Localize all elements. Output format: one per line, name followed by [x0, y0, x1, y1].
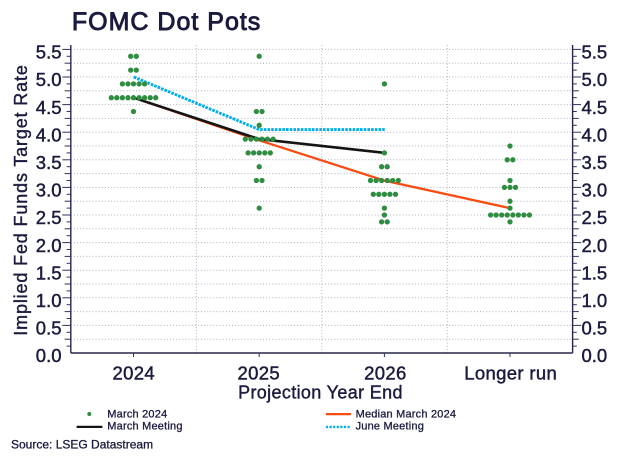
svg-text:0.0: 0.0 [36, 345, 62, 366]
svg-text:5.0: 5.0 [36, 69, 62, 90]
svg-text:March Meeting: March Meeting [107, 421, 182, 433]
svg-text:3.5: 3.5 [582, 152, 608, 173]
svg-text:2026: 2026 [364, 362, 407, 383]
svg-text:1.0: 1.0 [36, 290, 62, 311]
svg-text:1.0: 1.0 [582, 290, 608, 311]
svg-text:5.5: 5.5 [36, 42, 62, 63]
svg-text:4.0: 4.0 [36, 124, 62, 145]
svg-text:0.0: 0.0 [582, 345, 608, 366]
svg-text:2.0: 2.0 [582, 235, 608, 256]
svg-text:4.0: 4.0 [582, 124, 608, 145]
svg-text:2024: 2024 [113, 362, 156, 383]
svg-text:2.5: 2.5 [36, 207, 62, 228]
svg-text:Longer run: Longer run [464, 362, 557, 383]
svg-text:March 2024: March 2024 [107, 408, 167, 420]
svg-text:0.5: 0.5 [582, 318, 608, 339]
svg-text:0.5: 0.5 [36, 318, 62, 339]
svg-text:1.5: 1.5 [36, 262, 62, 283]
svg-text:June Meeting: June Meeting [356, 421, 424, 433]
svg-text:4.5: 4.5 [36, 97, 62, 118]
svg-text:2025: 2025 [238, 362, 281, 383]
svg-text:Projection Year End: Projection Year End [238, 383, 403, 403]
svg-text:4.5: 4.5 [582, 97, 608, 118]
svg-text:5.5: 5.5 [582, 42, 608, 63]
svg-text:1.5: 1.5 [582, 262, 608, 283]
svg-text:5.0: 5.0 [582, 69, 608, 90]
svg-text:Median March 2024: Median March 2024 [356, 408, 457, 420]
svg-text:3.0: 3.0 [36, 180, 62, 201]
svg-text:FOMC Dot Pots: FOMC Dot Pots [72, 8, 261, 36]
svg-text:2.5: 2.5 [582, 207, 608, 228]
svg-text:Implied Fed Funds Target Rate: Implied Fed Funds Target Rate [11, 64, 31, 335]
svg-text:3.0: 3.0 [582, 180, 608, 201]
svg-text:2.0: 2.0 [36, 235, 62, 256]
svg-text:3.5: 3.5 [36, 152, 62, 173]
svg-text:Source: LSEG Datastream: Source: LSEG Datastream [11, 437, 153, 451]
